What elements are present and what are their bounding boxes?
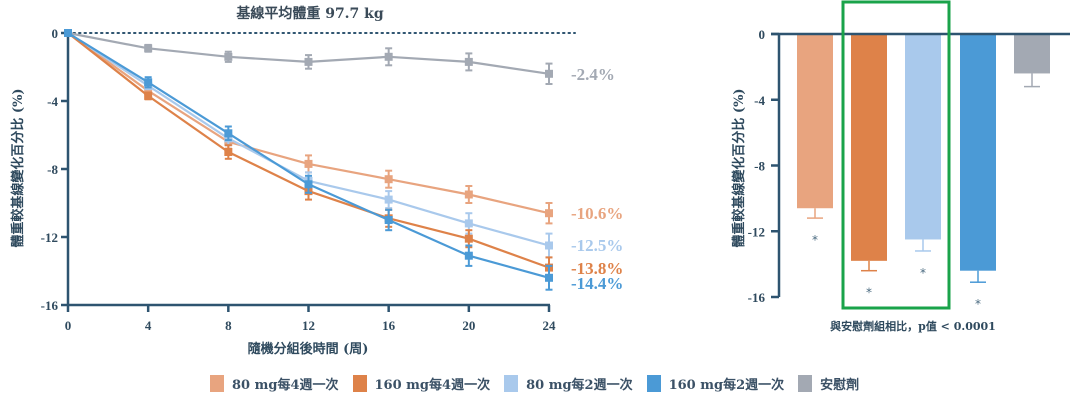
series-4 [64,29,553,85]
end-label-80mg-q4w: -10.6% [571,204,623,223]
data-point [545,69,553,78]
data-point [144,91,153,100]
data-point [224,129,233,138]
legend-label: 160 mg每2週一次 [668,378,785,393]
y-tick-label: -4 [47,94,58,109]
legend-item-160mg-q2w: 160 mg每2週一次 [646,374,785,393]
legend-swatch [646,375,661,392]
x-tick-label: 8 [225,318,232,333]
bar [797,34,833,209]
x-tick-label: 16 [382,318,396,333]
data-point [464,219,473,228]
legend-swatch [210,375,224,392]
data-point [464,57,473,66]
data-point [545,209,553,218]
y-tick-label: -8 [47,162,58,177]
data-point [464,190,473,199]
legend-item-80mg-q2w: 80 mg每2週一次 [504,374,633,393]
bar [960,34,996,271]
line-chart: 基線平均體重 97.7 kg 0 -4 -8 -12 -16 0 4 8 12 … [10,5,623,357]
line-chart-y-tick-labels: 0 -4 -8 -12 -16 [41,26,59,313]
y-tick-label: 0 [759,27,766,42]
data-point [545,273,553,282]
bar-chart-y-axis-title: 體重較基線變化百分比 (%) [731,88,747,247]
legend-item-80mg-q4w: 80 mg每4週一次 [210,374,339,393]
significance-star: * [975,297,981,311]
legend-label: 80 mg每4週一次 [232,378,339,393]
bar-chart: 0 -4 -8 -12 -16 * * * * 體重較基線變化百分比 (%) 與… [731,0,1070,333]
legend-label: 160 mg每4週一次 [374,378,491,393]
y-tick-label: -12 [41,230,58,245]
x-tick-label: 0 [65,318,72,333]
series-3 [64,29,553,291]
legend-label: 安慰劑 [820,378,860,393]
bar-chart-axes [771,32,1070,299]
data-point [464,234,473,243]
y-tick-label: -4 [754,93,765,108]
bar-chart-y-tick-labels: 0 -4 -8 -12 -16 [748,27,766,305]
y-tick-label: -8 [754,159,765,174]
highlight-box [841,0,951,310]
bar-group [797,34,1050,283]
p-value-note: 與安慰劑組相比，p值 < 0.0001 [830,319,996,333]
line-series-group [64,29,553,291]
legend-swatch [504,375,519,392]
data-point [144,44,153,53]
x-tick-label: 4 [145,318,152,333]
line-chart-x-tick-labels: 0 4 8 12 16 20 24 [65,318,556,333]
significance-star: * [866,286,872,300]
data-point [304,57,313,66]
y-tick-label: 0 [52,26,59,41]
end-label-160mg-q2w: -14.4% [571,274,623,293]
x-tick-label: 20 [462,318,475,333]
legend-label: 80 mg每2週一次 [526,378,633,393]
legend-swatch [798,375,813,392]
legend-swatch [352,375,367,392]
data-point [384,216,393,224]
bar [905,34,941,240]
line-end-labels: -10.6% -13.8% -12.5% -14.4% -2.4% [571,65,623,293]
legend: 80 mg每4週一次 160 mg每4週一次 80 mg每2週一次 160 mg… [210,374,859,393]
x-tick-label: 24 [543,318,557,333]
line-chart-title: 基線平均體重 97.7 kg [236,5,384,22]
x-tick-label: 12 [302,318,315,333]
end-label-placebo: -2.4% [571,65,615,84]
legend-item-placebo: 安慰劑 [798,374,859,393]
bar [1014,34,1050,74]
data-point [384,52,393,61]
data-point [144,86,153,95]
data-point [224,52,233,61]
data-point [144,78,153,87]
significance-star: * [812,233,818,247]
legend-item-160mg-q4w: 160 mg每4週一次 [352,374,491,393]
data-point [545,241,553,250]
data-point [64,29,72,37]
y-tick-label: -16 [748,290,766,305]
data-point [304,159,313,168]
data-point [304,180,313,189]
data-point [464,251,473,260]
end-label-80mg-q2w: -12.5% [571,236,623,255]
data-point [384,195,393,204]
line-chart-axes [61,31,551,312]
significance-star: * [920,266,926,280]
line-chart-y-axis-title: 體重較基線變化百分比 (%) [10,88,26,247]
data-point [224,148,233,156]
data-point [384,175,393,184]
y-tick-label: -12 [748,224,765,239]
line-chart-x-axis-title: 隨機分組後時間 (周) [248,341,369,357]
bar [851,34,887,261]
end-label-160mg-q4w: -13.8% [571,259,623,278]
y-tick-label: -16 [41,298,59,313]
significance-markers: * * * * [812,233,981,311]
